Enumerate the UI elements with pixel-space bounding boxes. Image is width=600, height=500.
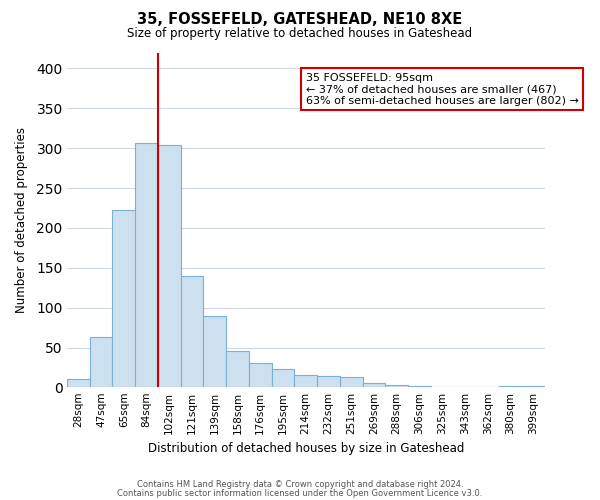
Bar [317,376,340,388]
Bar [362,384,385,388]
Bar [522,386,545,388]
Bar [408,386,431,388]
Bar [431,386,454,388]
Bar [181,276,203,388]
Text: 35, FOSSEFELD, GATESHEAD, NE10 8XE: 35, FOSSEFELD, GATESHEAD, NE10 8XE [137,12,463,28]
Bar [454,386,476,388]
Bar [295,374,317,388]
Text: Contains HM Land Registry data © Crown copyright and database right 2024.: Contains HM Land Registry data © Crown c… [137,480,463,489]
Y-axis label: Number of detached properties: Number of detached properties [15,127,28,313]
Bar [476,386,499,388]
X-axis label: Distribution of detached houses by size in Gateshead: Distribution of detached houses by size … [148,442,464,455]
Bar [385,385,408,388]
Text: 35 FOSSEFELD: 95sqm
← 37% of detached houses are smaller (467)
63% of semi-detac: 35 FOSSEFELD: 95sqm ← 37% of detached ho… [306,72,578,106]
Bar [340,377,362,388]
Bar [135,144,158,388]
Bar [226,350,249,388]
Bar [499,386,522,388]
Text: Contains public sector information licensed under the Open Government Licence v3: Contains public sector information licen… [118,488,482,498]
Bar [112,210,135,388]
Bar [89,337,112,388]
Bar [158,145,181,388]
Bar [67,380,89,388]
Bar [203,316,226,388]
Bar [249,362,272,388]
Bar [272,369,295,388]
Text: Size of property relative to detached houses in Gateshead: Size of property relative to detached ho… [127,28,473,40]
